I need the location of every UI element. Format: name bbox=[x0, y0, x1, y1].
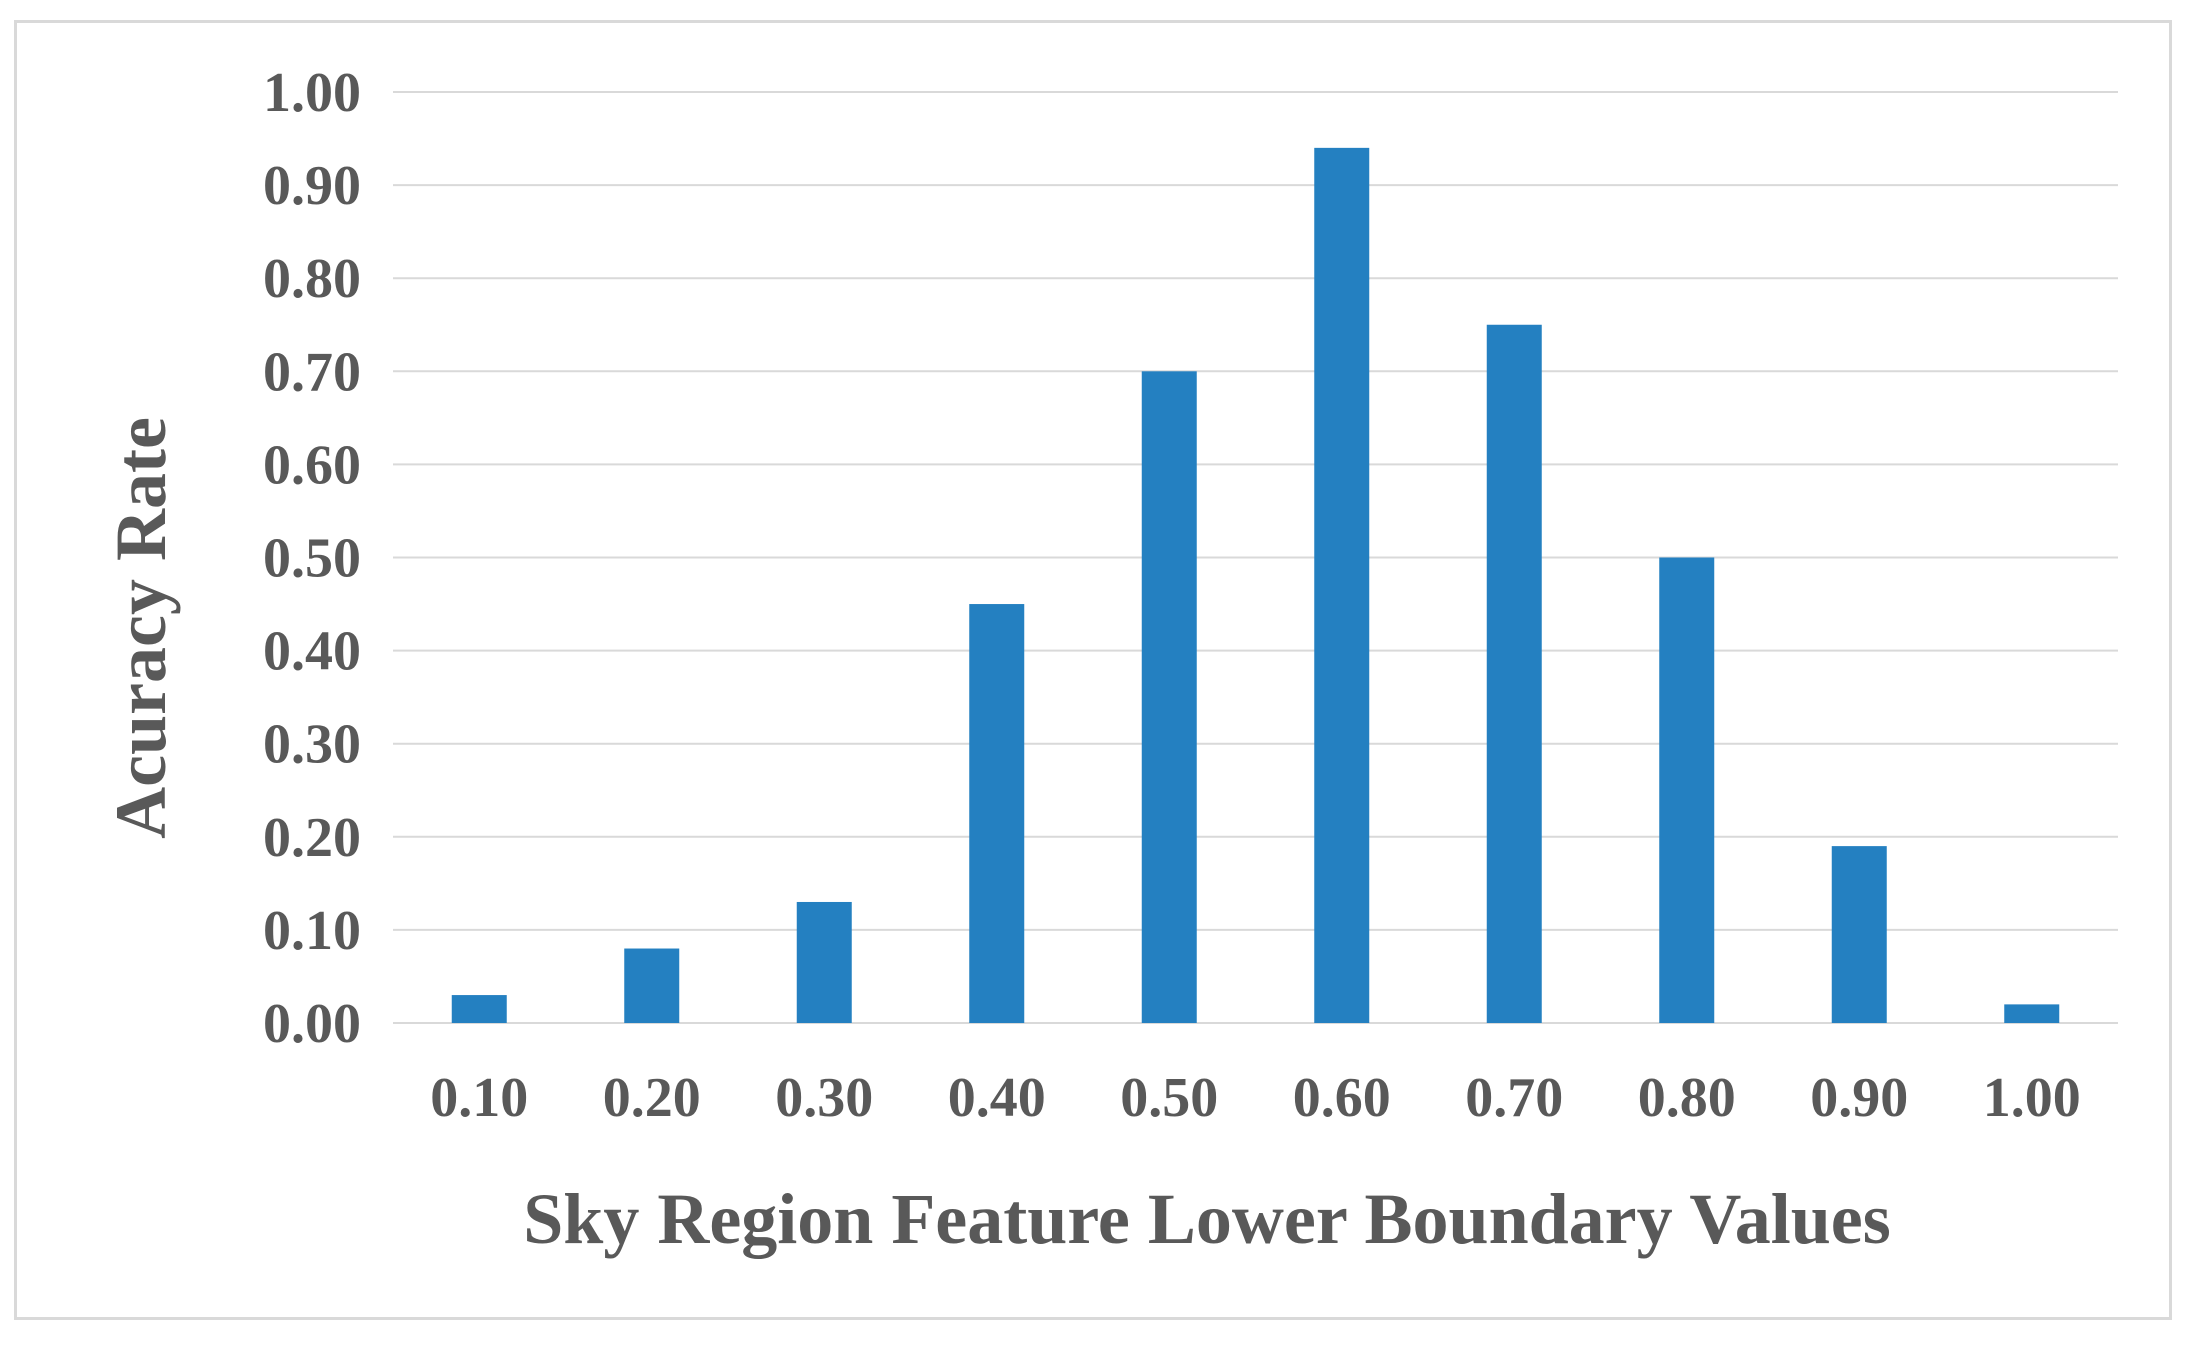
bar-chart: 0.00 0.10 0.20 0.30 0.40 0.50 0.60 0.70 0.80 0.90… bbox=[101, 62, 2118, 1259]
x-tick-label: 0.50 bbox=[1120, 1067, 1218, 1129]
x-tick-label: 0.20 bbox=[603, 1067, 701, 1129]
x-axis-ticks: 0.10 0.20 0.30 0.40 0.50 0.60 0.70 0.80 0.90 1.00 bbox=[430, 1067, 2081, 1129]
bar bbox=[1314, 147, 1370, 1024]
bar bbox=[2004, 1004, 2060, 1023]
bar bbox=[796, 901, 852, 1023]
x-tick-label: 0.90 bbox=[1810, 1067, 1908, 1129]
x-tick-label: 0.30 bbox=[775, 1067, 873, 1129]
y-tick-label: 1.00 bbox=[263, 62, 361, 124]
x-axis-title: Sky Region Feature Lower Boundary Values bbox=[523, 1179, 1891, 1259]
x-tick-label: 0.60 bbox=[1293, 1067, 1391, 1129]
x-tick-label: 0.10 bbox=[430, 1067, 528, 1129]
y-axis-ticks: 0.00 0.10 0.20 0.30 0.40 0.50 0.60 0.70 0.80 0.90… bbox=[263, 62, 361, 1055]
bar bbox=[969, 604, 1025, 1023]
bar bbox=[1831, 846, 1887, 1023]
y-tick-label: 0.70 bbox=[263, 341, 361, 403]
y-tick-label: 0.00 bbox=[263, 993, 361, 1055]
y-tick-label: 0.10 bbox=[263, 900, 361, 962]
bar bbox=[1486, 324, 1542, 1023]
grid-lines bbox=[393, 91, 2118, 1024]
bar bbox=[1141, 371, 1197, 1023]
bar bbox=[1659, 557, 1715, 1023]
y-tick-label: 0.40 bbox=[263, 621, 361, 683]
chart-frame: 0.00 0.10 0.20 0.30 0.40 0.50 0.60 0.70 0.80 0.90… bbox=[14, 20, 2172, 1320]
y-tick-label: 0.90 bbox=[263, 155, 361, 217]
x-tick-label: 0.40 bbox=[948, 1067, 1046, 1129]
x-tick-label: 0.80 bbox=[1638, 1067, 1736, 1129]
bars bbox=[451, 147, 2060, 1024]
y-tick-label: 0.60 bbox=[263, 434, 361, 496]
y-axis-title: Acuracy Rate bbox=[101, 417, 181, 839]
y-tick-label: 0.50 bbox=[263, 528, 361, 590]
bar bbox=[624, 948, 680, 1023]
y-tick-label: 0.30 bbox=[263, 714, 361, 776]
x-tick-label: 0.70 bbox=[1465, 1067, 1563, 1129]
y-tick-label: 0.80 bbox=[263, 248, 361, 310]
x-tick-label: 1.00 bbox=[1983, 1067, 2081, 1129]
y-tick-label: 0.20 bbox=[263, 807, 361, 869]
bar bbox=[451, 995, 507, 1023]
